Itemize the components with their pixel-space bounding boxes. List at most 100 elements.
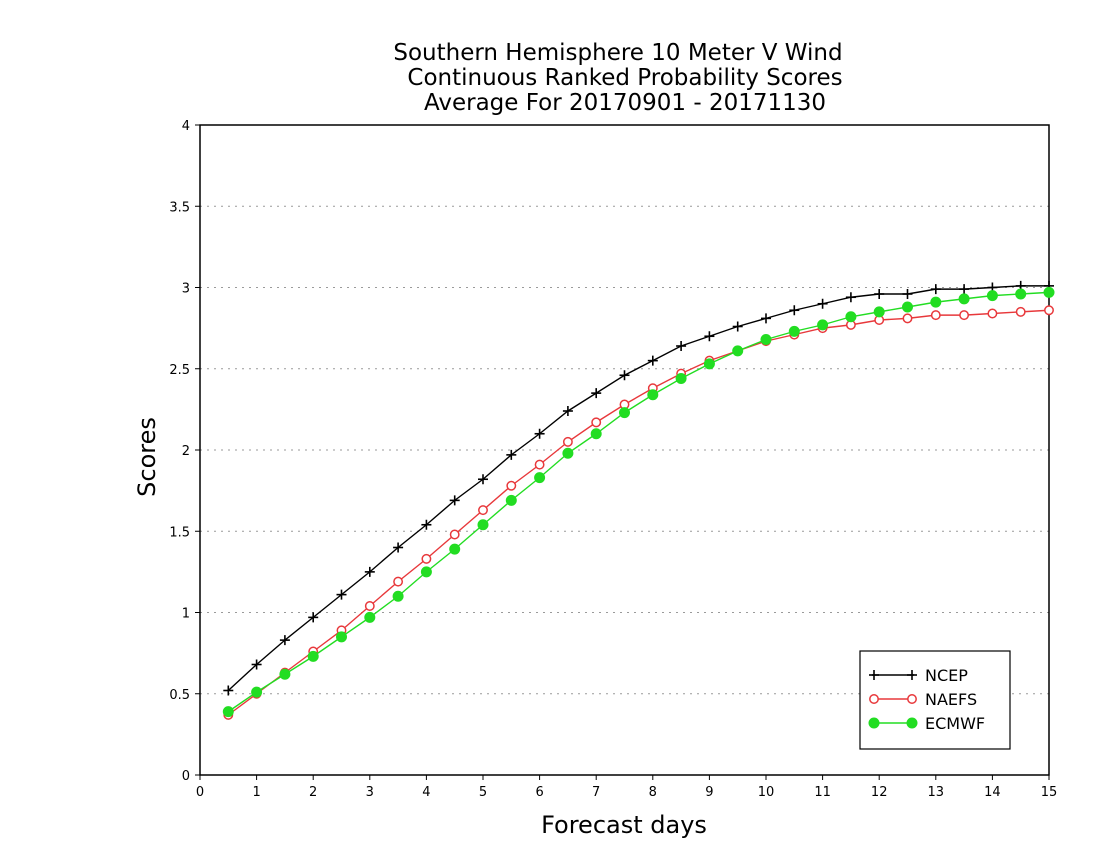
legend-marker-left-ecmwf xyxy=(868,717,880,729)
series-ecmwf xyxy=(222,286,1055,718)
point-ecmwf xyxy=(732,345,744,357)
legend-label-ecmwf: ECMWF xyxy=(925,714,985,733)
point-naefs xyxy=(421,553,432,564)
point-ncep xyxy=(534,428,545,439)
point-ncep xyxy=(251,659,262,670)
series-line-ncep xyxy=(227,285,1049,692)
point-ecmwf xyxy=(364,611,376,623)
x-tick-label: 8 xyxy=(649,785,657,800)
title-line-3: Average For 20170901 - 20171130 xyxy=(424,90,826,116)
y-axis-title: Scores xyxy=(133,417,161,497)
legend-marker-right-ecmwf xyxy=(906,717,918,729)
legend-item-ncep: NCEP xyxy=(869,666,968,685)
point-ecmwf xyxy=(336,631,347,643)
point-ecmwf xyxy=(562,447,574,459)
x-tick-label: 1 xyxy=(252,785,260,800)
point-naefs xyxy=(987,308,998,319)
point-ecmwf xyxy=(760,334,772,345)
x-tick-label: 3 xyxy=(366,785,374,800)
legend-label-ncep: NCEP xyxy=(925,666,968,685)
series-ncep xyxy=(223,280,1054,696)
point-ncep xyxy=(393,542,404,553)
point-ncep xyxy=(817,298,828,309)
point-ncep xyxy=(364,566,375,577)
point-naefs xyxy=(364,601,375,611)
point-ncep xyxy=(874,289,885,299)
x-tick-label: 15 xyxy=(1041,785,1058,800)
x-tick-label: 10 xyxy=(758,785,775,800)
point-naefs xyxy=(478,505,488,516)
point-ncep xyxy=(478,474,488,485)
y-tick-label: 0 xyxy=(182,769,190,784)
x-tick-label: 7 xyxy=(592,785,600,800)
x-tick-label: 13 xyxy=(928,785,945,800)
point-naefs xyxy=(1015,306,1026,317)
x-tick-label: 5 xyxy=(479,785,487,800)
x-tick-label: 2 xyxy=(309,785,317,800)
point-ncep xyxy=(845,292,856,303)
point-ecmwf xyxy=(986,290,998,302)
point-naefs xyxy=(506,480,517,491)
point-ncep xyxy=(647,355,658,366)
legend-box xyxy=(859,650,1011,750)
point-ncep xyxy=(336,589,347,600)
y-tick-label: 3 xyxy=(182,282,190,297)
legend-marker-right-ncep xyxy=(907,670,917,680)
x-tick-label: 11 xyxy=(814,785,831,800)
legend-marker-right-naefs xyxy=(907,694,917,704)
y-tick-label: 1.5 xyxy=(169,525,190,540)
axis-ticks: 00.511.522.533.540 1 2 3 4 5 6 7 8 9 10 11 12 13 14 15 xyxy=(169,119,1057,800)
point-ecmwf xyxy=(392,590,404,602)
x-tick-label: 12 xyxy=(871,785,888,800)
point-naefs xyxy=(959,310,970,321)
point-ecmwf xyxy=(873,306,885,318)
point-ecmwf xyxy=(647,389,659,401)
point-ncep xyxy=(732,321,743,332)
point-ecmwf xyxy=(845,311,857,323)
point-ecmwf xyxy=(222,706,234,718)
y-tick-label: 4 xyxy=(182,119,190,134)
point-naefs xyxy=(393,576,404,587)
point-ecmwf xyxy=(251,686,263,698)
point-ncep xyxy=(506,449,517,460)
x-tick-label: 0 xyxy=(196,785,204,800)
point-ecmwf xyxy=(902,301,913,313)
point-ecmwf xyxy=(307,650,319,662)
legend-item-naefs: NAEFS xyxy=(869,690,977,709)
point-ncep xyxy=(789,305,800,316)
point-ecmwf xyxy=(1043,286,1055,298)
title-line-1: Southern Hemisphere 10 Meter V Wind xyxy=(393,40,842,66)
point-naefs xyxy=(930,310,941,321)
point-naefs xyxy=(1044,305,1054,316)
legend-item-ecmwf: ECMWF xyxy=(868,714,985,733)
point-ncep xyxy=(223,685,234,696)
point-ncep xyxy=(959,284,970,295)
point-ncep xyxy=(591,388,602,399)
x-tick-label: 4 xyxy=(422,785,430,800)
point-naefs xyxy=(902,313,913,324)
point-ecmwf xyxy=(619,407,630,419)
point-ncep xyxy=(761,313,771,324)
point-naefs xyxy=(591,417,602,428)
grid xyxy=(200,205,1049,695)
point-ecmwf xyxy=(449,543,461,555)
point-ecmwf xyxy=(930,296,942,308)
point-ncep xyxy=(619,370,630,381)
point-ecmwf xyxy=(505,494,517,506)
legend-marker-left-ncep xyxy=(869,670,879,680)
x-tick-label: 14 xyxy=(984,785,1001,800)
y-tick-label: 3.5 xyxy=(169,200,190,215)
y-tick-label: 2.5 xyxy=(169,363,190,378)
point-ncep xyxy=(308,612,319,623)
y-tick-label: 1 xyxy=(182,607,190,622)
chart-title: Southern Hemisphere 10 Meter V Wind Cont… xyxy=(393,40,842,116)
point-ncep xyxy=(704,331,715,342)
legend-items: NCEP NAEFS ECMWF xyxy=(868,666,985,733)
point-ecmwf xyxy=(817,319,829,331)
point-ecmwf xyxy=(420,566,432,578)
legend-label-naefs: NAEFS xyxy=(925,690,977,709)
legend: NCEP NAEFS ECMWF xyxy=(859,650,1011,750)
point-ecmwf xyxy=(534,472,546,484)
point-ecmwf xyxy=(1015,288,1027,300)
